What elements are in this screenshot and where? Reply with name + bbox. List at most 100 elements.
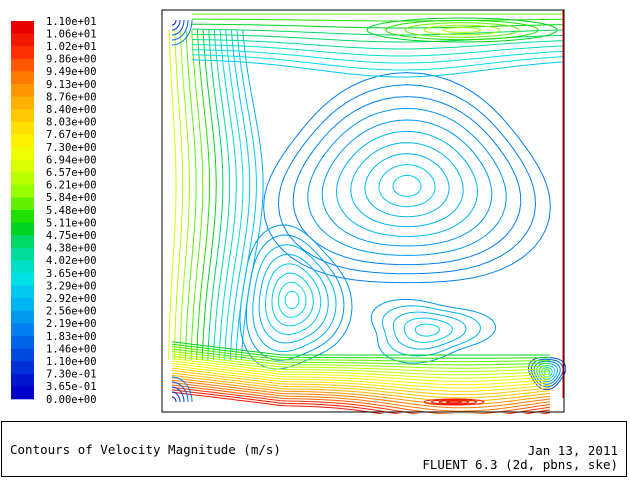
colorbar-tick-label: 1.83e+00 [46, 331, 97, 343]
colorbar-tick-label: 9.49e+00 [46, 66, 97, 78]
contour-line [171, 391, 551, 414]
contour-line [171, 350, 551, 369]
colorbar-swatch [11, 121, 34, 135]
colorbar-tick-label: 9.13e+00 [46, 79, 97, 91]
contour-line [171, 379, 551, 409]
contour-line [252, 244, 337, 353]
contour-line [258, 253, 329, 344]
colorbar-swatch [11, 373, 34, 387]
colorbar-tick-label: 2.19e+00 [46, 318, 97, 330]
colorbar-tick-label: 7.30e-01 [46, 369, 97, 381]
contour-line [271, 272, 314, 327]
contour-line [385, 19, 539, 41]
contour-line [171, 372, 551, 399]
colorbar-swatch [11, 273, 34, 286]
colorbar-swatch [11, 235, 34, 249]
contour-line [201, 29, 217, 361]
contour-line [284, 290, 300, 310]
contour-line [430, 399, 477, 405]
colorbar-tick-label: 1.02e+01 [46, 41, 97, 53]
contour-line [404, 22, 520, 38]
contour-line [229, 29, 251, 361]
contour-line [172, 386, 185, 402]
contour-line [403, 317, 453, 343]
colorbar-swatch [11, 184, 34, 198]
colorbar-swatch [11, 336, 34, 349]
contour-line [171, 384, 551, 414]
colorbar-swatch [11, 159, 34, 173]
contour-line [364, 153, 450, 218]
contour-line [171, 377, 551, 405]
contour-line [172, 20, 181, 31]
contour-line [307, 107, 507, 256]
colorbar-tick-label: 6.94e+00 [46, 154, 97, 166]
contour-line [335, 130, 479, 237]
colorbar-swatch [11, 210, 34, 223]
colorbar-swatch [11, 323, 34, 337]
contour-line [172, 381, 189, 402]
colorbar-tick-label: 4.38e+00 [46, 243, 97, 255]
contour-line [179, 29, 190, 361]
colorbar-tick-label: 6.21e+00 [46, 180, 97, 192]
colorbar-tick-label: 7.67e+00 [46, 129, 97, 141]
contour-line [438, 400, 470, 404]
colorbar-tick-label: 8.03e+00 [46, 117, 97, 129]
contour-line [446, 400, 462, 404]
colorbar-swatch [11, 21, 34, 34]
colorbar-tick-label: 3.29e+00 [46, 280, 97, 292]
contour-line [350, 142, 464, 228]
contour-line [191, 44, 565, 57]
contour-line [172, 20, 189, 41]
graphics-viewport: 1.10e+01 1.06e+01 1.02e+01 9.86e+00 9.49e+00… [11, 9, 566, 414]
contour-line [191, 54, 565, 71]
colorbar-swatch [11, 348, 34, 362]
colorbar-swatch [11, 222, 34, 236]
contour-plot [161, 9, 566, 414]
colorbar-tick-label: 5.48e+00 [46, 205, 97, 217]
colorbar-tick-label: 6.57e+00 [46, 167, 97, 179]
colorbar-tick-label: 5.84e+00 [46, 192, 97, 204]
contour-line [171, 367, 551, 392]
contour-line [263, 72, 551, 284]
colorbar-swatch [11, 46, 34, 60]
contour-line [192, 18, 565, 22]
contour-line [171, 370, 551, 396]
colorbar-swatch [11, 147, 34, 160]
contour-line [191, 39, 565, 50]
contour-line [171, 341, 550, 356]
contour-line [171, 353, 551, 372]
contour-line [171, 389, 551, 414]
contour-line [171, 358, 551, 379]
contour-line [191, 49, 565, 64]
colorbar-swatch [11, 109, 34, 123]
colorbar-tick-label: 7.30e+00 [46, 142, 97, 154]
contour-line [321, 119, 493, 247]
contour-line [207, 29, 224, 361]
colorbar-swatch [11, 172, 34, 186]
solver-info: FLUENT 6.3 (2d, pbns, ske) [422, 457, 618, 472]
contour-line [171, 343, 551, 359]
contour-line [423, 398, 485, 406]
colorbar-tick-label: 3.65e+00 [46, 268, 97, 280]
colorbar-swatch [11, 260, 34, 274]
contour-line [172, 20, 193, 46]
contour-line [378, 164, 436, 208]
contour-line [278, 281, 307, 318]
contour-line [277, 84, 537, 275]
colorbar-tick-label: 0.00e+00 [46, 394, 97, 406]
colorbar-swatch [11, 58, 34, 72]
contour-line [212, 29, 231, 361]
contour-line [191, 59, 565, 78]
contour-line [392, 174, 422, 197]
contour-line [192, 28, 565, 36]
colorbar-swatch [11, 298, 34, 312]
colorbar-tick-label: 5.11e+00 [46, 217, 97, 229]
colorbar-tick-label: 2.56e+00 [46, 306, 97, 318]
colorbar-tick-label: 1.06e+01 [46, 28, 97, 40]
colorbar-tick-label: 9.86e+00 [46, 54, 97, 66]
contour-line [171, 382, 551, 412]
contour-line [171, 360, 551, 382]
colorbar-tick-label: 8.76e+00 [46, 91, 97, 103]
contour-line [184, 29, 197, 361]
colorbar-tick-label: 4.02e+00 [46, 255, 97, 267]
